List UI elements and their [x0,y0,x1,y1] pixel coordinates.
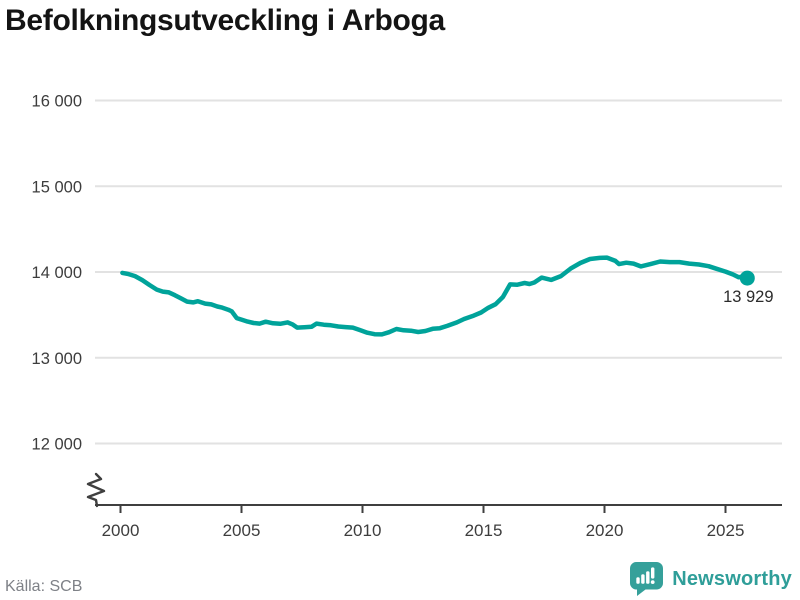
population-line [120,255,750,337]
y-tick-label: 13 000 [32,350,82,368]
source-note: Källa: SCB [5,578,83,595]
newsworthy-logo-link[interactable]: Newsworthy [630,562,792,596]
x-tick-label: 2010 [344,521,382,540]
y-tick-label: 15 000 [32,178,82,196]
y-tick-label: 16 000 [32,93,82,111]
x-tick-label: 2005 [223,521,261,540]
axis-break-icon [86,472,106,508]
end-point-marker [739,270,755,286]
x-tick-label: 2000 [102,521,140,540]
newsworthy-chart-bubble-icon [630,562,664,596]
x-tick-label: 2025 [707,521,745,540]
x-tick-label: 2015 [465,521,503,540]
end-point-label: 13 929 [723,288,773,306]
newsworthy-wordmark: Newsworthy [672,567,792,590]
chart-title: Befolkningsutveckling i Arboga [5,4,445,37]
y-tick-label: 14 000 [32,264,82,282]
y-tick-label: 12 000 [32,436,82,454]
x-tick-label: 2020 [586,521,624,540]
